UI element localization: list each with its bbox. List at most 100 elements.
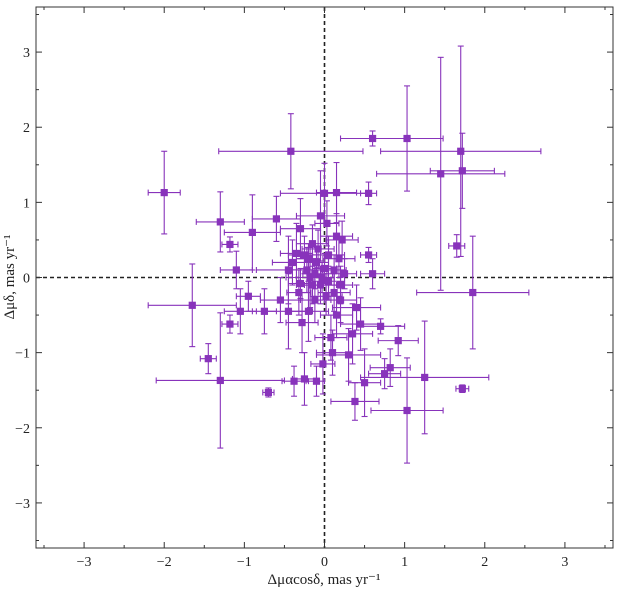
point-marker xyxy=(458,385,466,393)
x-axis-title: Δμαcosδ, mas yr⁻¹ xyxy=(268,572,381,588)
point-marker xyxy=(323,219,331,227)
data-point xyxy=(327,265,354,305)
point-marker xyxy=(284,266,293,274)
data-point xyxy=(262,387,275,398)
point-marker xyxy=(292,249,301,258)
point-marker xyxy=(232,266,240,274)
data-point xyxy=(380,45,542,258)
point-marker xyxy=(300,251,309,259)
data-point xyxy=(360,246,378,264)
data-point xyxy=(279,198,322,260)
y-tick-label: −3 xyxy=(15,497,30,512)
point-marker xyxy=(328,349,337,357)
point-marker xyxy=(316,212,325,220)
y-axis-title: Δμδ, mas yr⁻¹ xyxy=(2,234,18,319)
point-marker xyxy=(364,251,373,259)
point-marker xyxy=(394,337,402,345)
point-marker xyxy=(296,225,305,233)
point-marker xyxy=(381,370,389,378)
x-tick-label: −2 xyxy=(157,555,172,570)
point-marker xyxy=(356,320,365,328)
point-marker xyxy=(264,388,273,397)
point-marker xyxy=(457,147,465,155)
data-point xyxy=(295,170,346,262)
data-point xyxy=(315,328,382,382)
data-point xyxy=(218,113,364,190)
data-point xyxy=(455,384,470,394)
data-point xyxy=(315,329,350,376)
data-point xyxy=(223,194,281,271)
point-marker xyxy=(304,307,313,315)
point-marker xyxy=(311,270,319,278)
point-marker xyxy=(364,189,373,197)
data-point xyxy=(429,132,495,209)
y-tick-label: 3 xyxy=(23,46,30,61)
point-marker xyxy=(403,406,411,415)
point-marker xyxy=(469,288,477,297)
x-tick-label: −3 xyxy=(77,555,92,570)
data-point xyxy=(147,150,181,235)
y-tick-label: 2 xyxy=(23,121,30,136)
point-marker xyxy=(308,240,317,248)
point-marker xyxy=(327,334,335,342)
point-marker xyxy=(311,296,319,304)
point-marker xyxy=(376,322,385,330)
point-marker xyxy=(188,301,196,309)
point-marker xyxy=(312,377,321,385)
data-point xyxy=(322,239,356,279)
data-point xyxy=(416,235,530,350)
point-marker xyxy=(290,377,298,385)
point-marker xyxy=(368,270,377,278)
point-marker xyxy=(458,167,466,175)
point-marker xyxy=(421,373,429,382)
data-point xyxy=(370,357,444,464)
point-marker xyxy=(288,258,297,267)
point-marker xyxy=(332,311,341,319)
data-point xyxy=(195,191,245,253)
point-marker xyxy=(300,375,309,383)
data-point xyxy=(221,314,239,334)
data-point xyxy=(368,358,402,390)
point-marker xyxy=(335,255,343,263)
point-marker xyxy=(236,307,244,315)
data-point xyxy=(219,250,253,290)
point-marker xyxy=(287,147,295,155)
data-point xyxy=(448,234,466,258)
point-marker xyxy=(296,279,305,288)
point-marker xyxy=(226,240,234,249)
point-marker xyxy=(303,266,311,274)
point-marker xyxy=(320,264,329,273)
data-point xyxy=(360,258,386,290)
data-point xyxy=(330,382,380,421)
data-point xyxy=(221,236,239,253)
data-point xyxy=(279,162,370,224)
data-point xyxy=(315,161,358,224)
point-marker xyxy=(324,277,333,285)
point-marker xyxy=(344,351,353,359)
point-marker xyxy=(298,318,306,327)
point-marker xyxy=(160,188,168,197)
data-point xyxy=(310,333,336,395)
point-marker xyxy=(338,236,346,244)
data-point xyxy=(347,348,382,418)
y-tick-label: 0 xyxy=(23,272,30,287)
point-marker xyxy=(386,364,394,372)
data-point xyxy=(155,312,285,449)
point-marker xyxy=(351,397,359,406)
x-tick-label: −1 xyxy=(237,555,252,570)
marks-layer xyxy=(36,7,613,548)
data-point xyxy=(291,352,318,406)
point-marker xyxy=(248,228,256,237)
point-marker xyxy=(204,355,212,363)
point-marker xyxy=(324,251,333,259)
data-point xyxy=(331,284,382,331)
y-tick-label: 1 xyxy=(23,196,30,211)
point-marker xyxy=(295,288,303,297)
point-marker xyxy=(316,281,325,289)
point-marker xyxy=(352,303,361,312)
data-point xyxy=(339,297,382,351)
ticks-layer: −3 −2 −1 0 1 2 3 −3 −2 −1 0 1 2 3 xyxy=(15,7,613,570)
data-point xyxy=(331,258,358,290)
